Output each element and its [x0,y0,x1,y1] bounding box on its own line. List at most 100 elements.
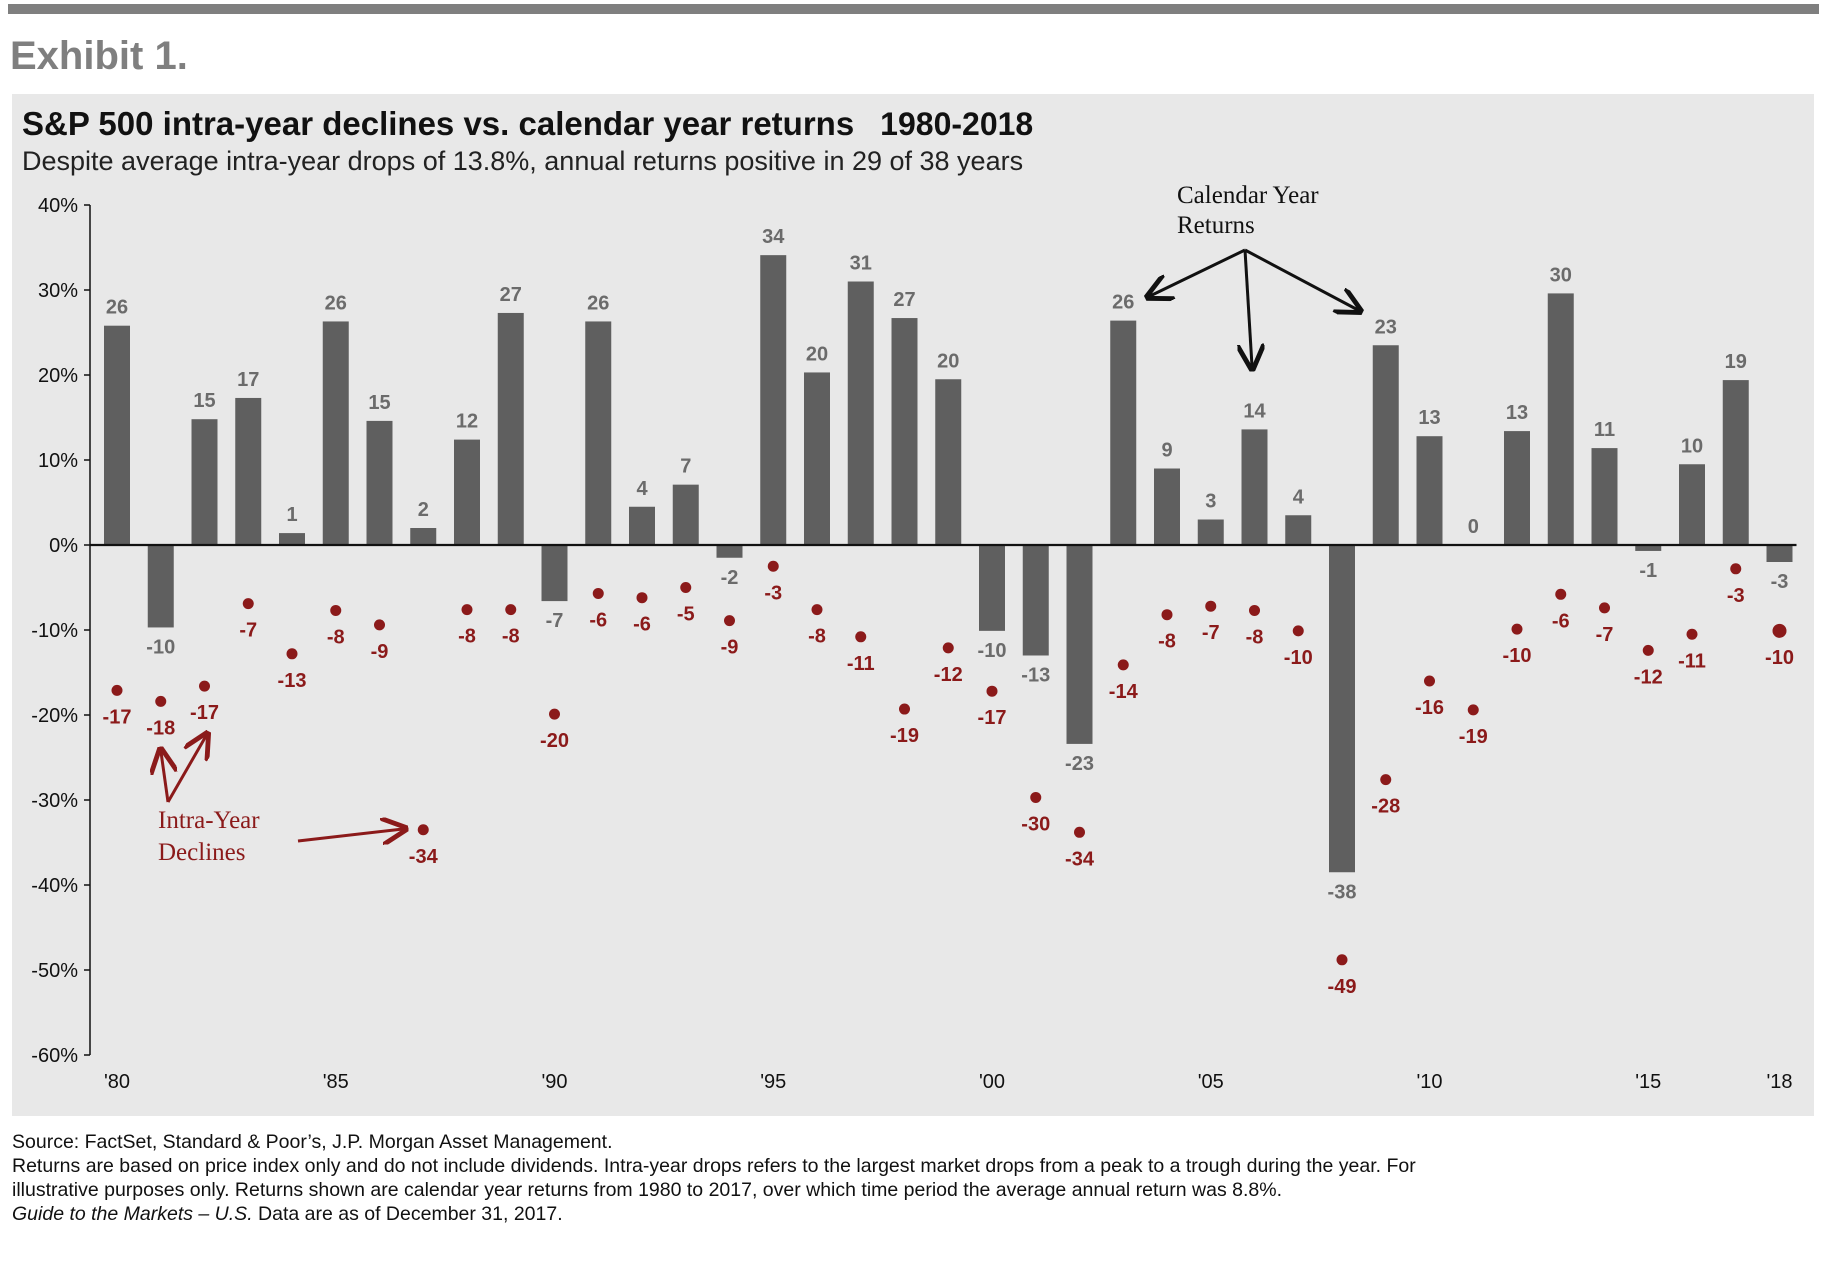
decline-point [1030,791,1042,803]
decline-point [155,695,167,707]
decline-label: -7 [239,620,257,642]
return-bar [1679,464,1705,545]
return-label: 20 [937,350,959,372]
decline-point [242,598,254,610]
return-bar [847,281,874,545]
x-axis: '80 '85 '90 '95 '00 '05 '10 '15 '18 [104,1071,1793,1093]
decline-point [1642,644,1654,656]
decline-point [286,648,298,660]
decline-label: -5 [677,604,695,626]
return-label: 15 [193,390,215,412]
return-label: 1 [286,504,297,526]
decline-label: -6 [633,614,651,636]
return-bar [1241,429,1268,545]
return-label: -23 [1065,753,1094,775]
decline-point [1380,774,1392,786]
return-bar [1766,545,1793,562]
return-bar [322,321,349,545]
x-tick-label: '00 [979,1071,1005,1093]
decline-label: -8 [458,626,476,648]
decline-point [111,684,123,696]
return-bar [1066,545,1093,744]
return-label: 4 [1293,486,1305,508]
decline-label: -7 [1202,622,1220,644]
return-label: -10 [146,636,175,658]
declines-arrow-a [161,752,168,803]
decline-point [942,642,954,654]
return-bar [629,506,655,545]
x-tick-label: '18 [1766,1071,1792,1093]
return-bar [104,325,130,545]
y-tick-label: -50% [31,960,78,982]
decline-point [986,685,998,697]
decline-point [899,703,910,715]
chart-panel [12,94,1814,1116]
guide-title: Guide to the Markets – U.S. [12,1203,253,1225]
return-label: 19 [1725,351,1747,373]
decline-label: -30 [1021,813,1050,835]
methodology-note: Returns are based on price index only an… [12,1155,1416,1201]
calendar-year-returns-label-line2: Returns [1177,212,1255,239]
return-label: 12 [456,411,478,433]
return-bar [454,439,480,545]
decline-point [1424,675,1435,687]
return-bar [1635,545,1662,551]
decline-label: -8 [1246,626,1264,648]
x-tick-label: '05 [1198,1071,1224,1093]
return-bar [191,419,218,545]
x-tick-label: '85 [323,1071,349,1093]
decline-label: -18 [146,717,175,739]
decline-point [1336,954,1348,966]
return-label: 4 [636,478,648,500]
return-label: 26 [587,292,609,314]
decline-point [461,604,473,616]
return-label: 15 [368,392,390,414]
x-tick-label: '95 [760,1071,786,1093]
return-bar [1416,436,1443,545]
return-label: 34 [762,226,785,248]
return-bar [585,321,612,545]
chart-title-text: S&P 500 intra-year declines vs. calendar… [22,105,855,142]
return-label: 9 [1161,440,1172,462]
return-bar [1022,545,1049,656]
return-bar [366,420,393,545]
return-label: 26 [325,292,347,314]
decline-label: -3 [1727,585,1745,607]
decline-label: -8 [808,626,826,648]
return-label: 7 [680,456,691,478]
return-bar [1285,515,1312,545]
decline-label: -12 [934,664,963,686]
return-bar [891,318,918,545]
decline-point [330,604,342,616]
return-bar [1110,320,1137,545]
y-tick-label: 40% [38,195,78,217]
return-bar [1197,519,1224,545]
decline-label: -14 [1109,681,1139,703]
decline-label: -11 [847,653,875,675]
decline-label: -16 [1415,697,1444,719]
decline-point [1205,600,1217,612]
exhibit-label: Exhibit 1. [10,34,188,78]
return-bar [541,545,568,602]
y-tick-label: -60% [31,1045,78,1067]
declines-arrow-c [297,829,403,841]
decline-label: -8 [1158,631,1176,653]
source-note: Source: FactSet, Standard & Poor’s, J.P.… [12,1131,613,1153]
return-label: 17 [237,369,259,391]
return-label: 14 [1243,400,1266,422]
decline-point [1074,826,1085,838]
decline-point [1467,704,1479,716]
return-bar [235,397,262,545]
return-label: -7 [546,610,564,632]
intra-year-declines-annotation: Intra-Year Declines [158,736,403,866]
top-rule [8,4,1819,14]
decline-label: -10 [1284,647,1313,669]
return-bar [279,533,305,545]
decline-label: -19 [1459,726,1488,748]
decline-point [767,560,779,572]
return-label: 13 [1418,407,1440,429]
return-label: 26 [106,297,128,319]
return-label: 27 [500,284,522,306]
decline-point [1511,623,1523,635]
decline-point [374,619,385,631]
